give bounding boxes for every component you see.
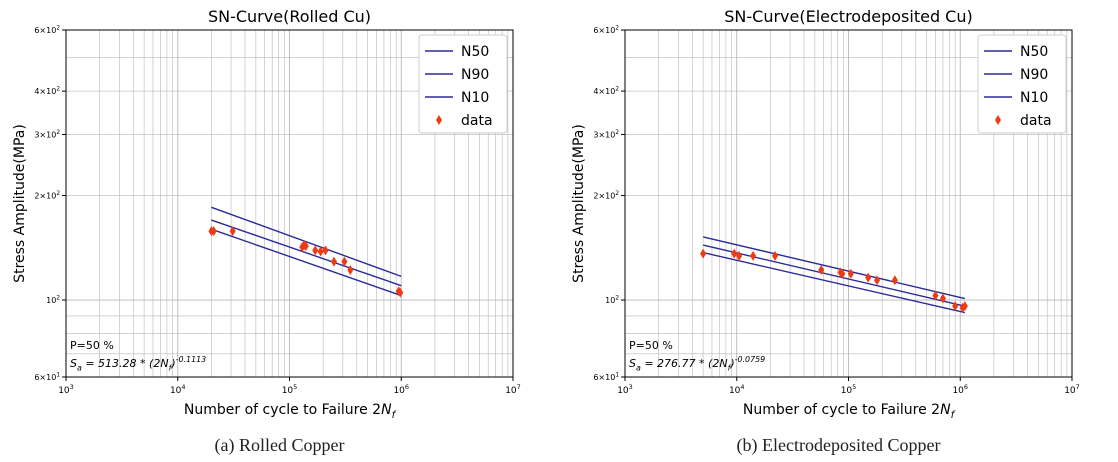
annotation-equation: Sa = 513.28 * (2Nf)-0.1113 [70, 355, 206, 372]
y-tick-label: 6×101 [34, 372, 60, 382]
y-tick-label: 4×102 [34, 87, 60, 97]
y-tick-label: 4×102 [593, 87, 619, 97]
sn-curve-chart-electrodeposited: 103 104 105 106 107 6×101 102 2×102 3×102 4×102 6×… [571, 7, 1080, 421]
y-axis-label: Stress Amplitude(MPa) [12, 124, 28, 283]
fit-line-n90 [702, 236, 966, 300]
x-tick-label: 107 [505, 383, 521, 396]
x-tick-label: 104 [170, 383, 186, 396]
x-axis-label: Number of cycle to Failure 2Nf [184, 402, 397, 421]
sn-curve-chart-rolled: 103 104 105 106 107 6×101 102 2×102 3×102 4×102 6×… [12, 7, 521, 421]
data-point [865, 272, 872, 283]
y-tick-label: 2×102 [34, 191, 60, 201]
legend-label: N90 [1020, 67, 1048, 83]
y-tick-label: 102 [605, 295, 619, 305]
legend-label: data [461, 113, 493, 129]
data-point [397, 287, 404, 298]
data-point [229, 226, 236, 237]
data-point [952, 301, 959, 312]
data-point [700, 248, 707, 259]
data-point [341, 256, 348, 267]
data-point [731, 248, 738, 259]
x-tick-label: 105 [841, 383, 857, 396]
legend-label: N50 [1020, 44, 1048, 60]
x-tick-label: 103 [58, 383, 74, 396]
x-axis-label: Number of cycle to Failure 2Nf [743, 402, 956, 421]
data-point [312, 245, 319, 256]
chart-title: SN-Curve(Rolled Cu) [208, 7, 371, 26]
fit-line-n50 [702, 244, 966, 307]
legend-label: N90 [461, 67, 489, 83]
fit-line-n90 [211, 206, 402, 278]
annotation-probability: P=50 % [70, 339, 114, 352]
data-point [302, 241, 309, 252]
data-point [317, 246, 324, 257]
data-point [210, 226, 217, 237]
data-point [932, 290, 939, 301]
data-point [959, 302, 966, 313]
chart-title: SN-Curve(Electrodeposited Cu) [724, 7, 972, 26]
annotation-equation: Sa = 276.77 * (2Nf)-0.0759 [629, 355, 765, 372]
legend-label: N10 [461, 90, 489, 106]
y-tick-label: 6×102 [34, 25, 60, 35]
grid [65, 29, 513, 378]
chart-panel-electrodeposited: 103 104 105 106 107 6×101 102 2×102 3×102 4×102 6×… [559, 0, 1118, 462]
fit-line-n10 [211, 228, 402, 297]
legend: N50 N90 N10 data [418, 34, 508, 134]
fit-line-n10 [702, 251, 966, 314]
x-tick-label: 107 [1064, 383, 1080, 396]
data-point [772, 250, 779, 261]
legend: N50 N90 N10 data [977, 34, 1067, 134]
data-point [322, 245, 329, 256]
data-point [891, 275, 898, 286]
y-tick-label: 102 [46, 295, 60, 305]
data-point [939, 293, 946, 304]
legend-box [418, 34, 508, 134]
data-point [347, 265, 354, 276]
data-point [961, 301, 968, 312]
data-point [818, 265, 825, 276]
y-tick-label: 6×101 [593, 372, 619, 382]
x-tick-label: 104 [729, 383, 745, 396]
legend-marker-data [995, 115, 1001, 125]
annotation-probability: P=50 % [629, 339, 673, 352]
legend-label: N50 [461, 44, 489, 60]
chart-panel-rolled: 103 104 105 106 107 6×101 102 2×102 3×102 4×102 6×… [12, 7, 521, 455]
x-tick-label: 105 [282, 383, 298, 396]
y-tick-label: 3×102 [34, 130, 60, 140]
y-tick-label: 2×102 [593, 191, 619, 201]
data-point [330, 256, 337, 267]
x-tick-label: 106 [393, 383, 409, 396]
y-tick-label: 3×102 [593, 130, 619, 140]
y-tick-label: 6×102 [593, 25, 619, 35]
legend-marker-data [436, 115, 442, 125]
data-point [736, 250, 743, 261]
fit-line-n50 [211, 219, 402, 287]
data-point [750, 250, 757, 261]
x-tick-label: 106 [952, 383, 968, 396]
legend-label: N10 [1020, 90, 1048, 106]
y-axis-label: Stress Amplitude(MPa) [571, 124, 587, 283]
legend-box [977, 34, 1067, 134]
x-tick-label: 103 [617, 383, 633, 396]
data-point [874, 275, 881, 286]
chart-caption: (b) Electrodeposited Copper [736, 435, 941, 455]
data-point [847, 268, 854, 279]
data-point [839, 268, 846, 279]
chart-caption: (a) Rolled Copper [214, 435, 345, 455]
legend-label: data [1020, 113, 1052, 129]
